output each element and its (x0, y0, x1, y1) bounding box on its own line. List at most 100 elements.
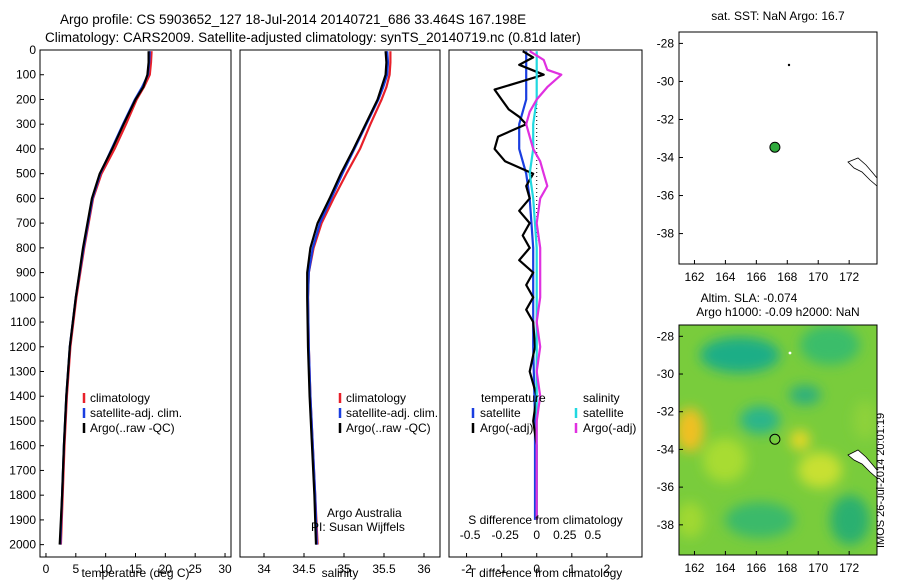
difference-series-line (528, 51, 538, 520)
depth-tick-label: 900 (16, 266, 36, 280)
depth-tick-label: 1600 (9, 439, 36, 453)
salinity-x-tick-label: 35 (337, 562, 351, 576)
temperature-xlabel: temperature (deg C) (81, 566, 189, 580)
salinity-x-tick-label: 34 (257, 562, 271, 576)
argo-australia-text: Argo Australia (327, 506, 402, 520)
imos-timestamp: IMOS 26-Jul-2014 20:01:19 (875, 412, 887, 548)
small-island-sla (788, 351, 792, 355)
difference-axes-frame (448, 49, 643, 558)
temperature-axes-frame (39, 49, 232, 558)
depth-tick-label: 200 (16, 92, 36, 106)
depth-tick-label: 400 (16, 142, 36, 156)
salinity-legend-label: Argo(..raw -QC) (346, 421, 431, 435)
sla-map-frame (678, 324, 878, 556)
depth-tick-label: 2000 (9, 538, 36, 552)
difference-s-tick-label: -0.5 (460, 528, 481, 542)
difference-legend-title-temperature: temperature (481, 391, 546, 405)
temperature-x-tick-label: 15 (129, 562, 143, 576)
depth-tick-label: 800 (16, 241, 36, 255)
temperature-x-tick-label: 0 (43, 562, 50, 576)
temperature-x-tick-label: 5 (72, 562, 79, 576)
sla-map-lon-tick-label: 166 (746, 561, 766, 575)
sst-map-float-marker (769, 141, 781, 153)
sst-map-lon-tick-label: 170 (808, 270, 828, 284)
plot-title-line2: Climatology: CARS2009. Satellite-adjuste… (45, 30, 581, 45)
difference-legend-label: satellite (583, 406, 624, 420)
temperature-x-tick-label: 30 (218, 562, 232, 576)
difference-t-tick-label: 0 (533, 562, 540, 576)
sla-map-lat-tick-label: -34 (657, 442, 675, 456)
difference-legend-label: Argo(-adj) (480, 421, 533, 435)
temperature-legend-label: Argo(..raw -QC) (90, 421, 175, 435)
depth-tick-label: 1700 (9, 463, 36, 477)
sst-map-lat-tick-label: -30 (657, 74, 675, 88)
difference-t-tick-label: -2 (461, 562, 472, 576)
depth-tick-label: 1200 (9, 340, 36, 354)
difference-t-tick-label: 1 (568, 562, 575, 576)
depth-tick-label: 1900 (9, 513, 36, 527)
sst-map-title: sat. SST: NaN Argo: 16.7 (711, 9, 845, 23)
difference-t-xlabel: T difference from climatology (469, 566, 623, 580)
salinity-series-line (306, 51, 388, 545)
sst-map-lat-tick-label: -36 (657, 189, 675, 203)
sla-map-lat-tick-label: -30 (657, 367, 675, 381)
small-island-sst (787, 63, 791, 67)
temperature-series-line (58, 51, 150, 545)
depth-tick-label: 700 (16, 216, 36, 230)
difference-legend-label: Argo(-adj) (583, 421, 636, 435)
salinity-series-line (306, 51, 392, 545)
salinity-legend-label: climatology (346, 391, 406, 405)
temperature-legend-label: climatology (90, 391, 150, 405)
pi-name-text: PI: Susan Wijffels (311, 520, 405, 534)
depth-tick-label: 500 (16, 167, 36, 181)
difference-s-tick-label: 0.25 (553, 528, 577, 542)
difference-t-tick-label: 2 (604, 562, 611, 576)
plot-title-line1: Argo profile: CS 5903652_127 18-Jul-2014… (60, 12, 527, 27)
salinity-x-tick-label: 35.5 (372, 562, 396, 576)
difference-legend-title-salinity: salinity (583, 391, 620, 405)
temperature-x-tick-label: 10 (99, 562, 113, 576)
temperature-series-line (59, 51, 153, 545)
depth-tick-label: 600 (16, 191, 36, 205)
sla-map-title-line1: Altim. SLA: -0.074 (701, 291, 798, 305)
sst-map-lon-tick-label: 168 (777, 270, 797, 284)
sla-map-lon-tick-label: 164 (715, 561, 735, 575)
temperature-x-tick-label: 20 (159, 562, 173, 576)
depth-tick-label: 100 (16, 68, 36, 82)
sst-map-lon-tick-label: 172 (839, 270, 859, 284)
depth-tick-label: 1000 (9, 290, 36, 304)
salinity-axes-frame (239, 49, 441, 558)
sla-map-lon-tick-label: 170 (808, 561, 828, 575)
sst-map-lat-tick-label: -34 (657, 151, 675, 165)
depth-tick-label: 1300 (9, 365, 36, 379)
difference-series-line (493, 50, 545, 520)
difference-s-xlabel: S difference from climatology (468, 513, 623, 527)
difference-t-tick-label: -1 (496, 562, 507, 576)
difference-s-tick-label: -0.25 (491, 528, 519, 542)
salinity-xlabel: salinity (322, 566, 359, 580)
depth-tick-label: 1400 (9, 389, 36, 403)
sst-map-lat-tick-label: -32 (657, 112, 675, 126)
depth-tick-label: 1500 (9, 414, 36, 428)
sla-map-lat-tick-label: -36 (657, 480, 675, 494)
depth-tick-label: 0 (29, 43, 36, 57)
sla-map-lon-tick-label: 168 (777, 561, 797, 575)
sla-map-lon-tick-label: 162 (684, 561, 704, 575)
depth-tick-label: 1800 (9, 488, 36, 502)
difference-series-line (518, 51, 537, 520)
sst-map-lat-tick-label: -28 (657, 36, 675, 50)
coastline-sla-map (847, 449, 878, 479)
sla-map-lon-tick-label: 172 (839, 561, 859, 575)
sla-map-lat-tick-label: -28 (657, 329, 675, 343)
sst-map-lon-tick-label: 162 (684, 270, 704, 284)
temperature-series-line (59, 51, 151, 545)
sst-map-lat-tick-label: -38 (657, 227, 675, 241)
sla-map-float-marker (769, 433, 781, 445)
temperature-x-tick-label: 25 (189, 562, 203, 576)
salinity-series-line (306, 51, 390, 545)
sla-heatmap (679, 325, 877, 555)
salinity-x-tick-label: 34.5 (292, 562, 316, 576)
difference-s-tick-label: 0.5 (585, 528, 602, 542)
chart-marks-layer: 0100200300400500600700800900100011001200… (9, 9, 859, 580)
